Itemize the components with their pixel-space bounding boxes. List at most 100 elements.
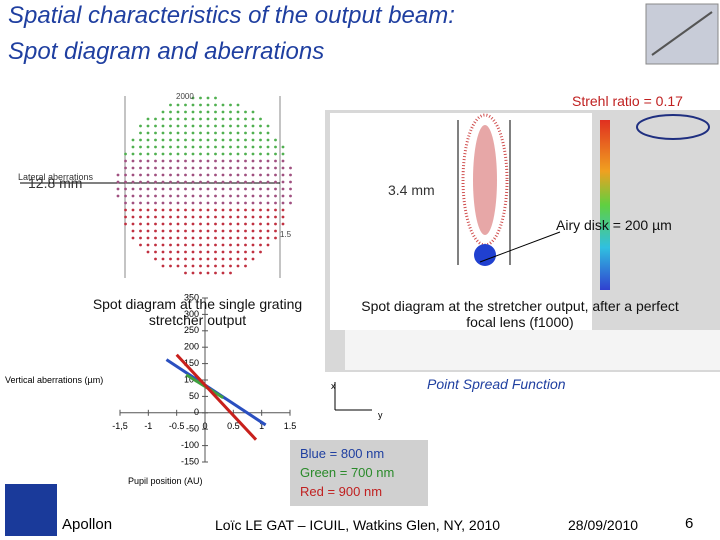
x-tick-label: 1 bbox=[259, 421, 264, 431]
spot-dot bbox=[244, 152, 247, 156]
spot-dot bbox=[236, 138, 240, 142]
spot-dot bbox=[214, 110, 217, 114]
spot-dot bbox=[214, 117, 217, 121]
spot-dot bbox=[206, 215, 210, 219]
spot-dot bbox=[229, 187, 232, 191]
spot-dot bbox=[191, 250, 195, 254]
title-line: Spot diagram and aberrations bbox=[8, 38, 325, 65]
spot-dot bbox=[221, 173, 225, 177]
spot-dot bbox=[266, 187, 270, 191]
spot-dot bbox=[206, 201, 210, 205]
spot-dot bbox=[236, 145, 240, 149]
spot-dot bbox=[191, 180, 195, 184]
spot-dot bbox=[184, 159, 187, 163]
spot-dot bbox=[259, 166, 262, 170]
spot-dot bbox=[236, 264, 240, 268]
spot-dot bbox=[221, 187, 225, 191]
spot-plot-lower bbox=[330, 270, 592, 330]
screenshot-footer bbox=[345, 330, 720, 370]
spot-dot bbox=[244, 194, 247, 198]
spot-dot bbox=[199, 222, 202, 226]
spot-dot bbox=[206, 243, 210, 247]
spot-dot bbox=[206, 110, 210, 114]
spot-dot bbox=[146, 243, 150, 247]
spot-dot bbox=[221, 110, 225, 114]
spot-dot bbox=[176, 215, 180, 219]
spot-dot bbox=[191, 138, 195, 142]
lateral-label: Lateral aberrations bbox=[18, 172, 94, 182]
spot-dot bbox=[169, 201, 172, 205]
spot-dot bbox=[221, 208, 225, 212]
spot-dot bbox=[274, 222, 277, 226]
spot-dot bbox=[139, 152, 142, 156]
spot-dot bbox=[191, 201, 195, 205]
spot-dot bbox=[176, 264, 180, 268]
x-axis-label: Pupil position (AU) bbox=[128, 476, 203, 486]
spot-dot bbox=[221, 152, 225, 156]
spot-dot bbox=[236, 215, 240, 219]
spot-dot bbox=[214, 264, 217, 268]
caption: Spot diagram at the stretcher output, af… bbox=[361, 298, 679, 330]
spot-dot bbox=[199, 243, 202, 247]
spot-dot bbox=[191, 166, 195, 170]
spot-dot bbox=[191, 103, 195, 107]
spot-dot bbox=[184, 131, 187, 135]
spot-dot bbox=[214, 138, 217, 142]
spot-dot bbox=[251, 215, 255, 219]
spot-dot bbox=[229, 264, 232, 268]
spot-dot bbox=[176, 236, 180, 240]
spot-dot bbox=[236, 166, 240, 170]
spot-dot bbox=[229, 257, 232, 261]
spot-dot bbox=[199, 117, 202, 121]
spot-dot bbox=[176, 124, 180, 128]
spot-dot bbox=[221, 201, 225, 205]
spot-dot bbox=[124, 194, 127, 198]
spot-dot bbox=[236, 236, 240, 240]
spot-dot bbox=[131, 152, 135, 156]
spot-dot bbox=[236, 117, 240, 121]
spot-dot bbox=[161, 159, 165, 163]
spot-dot bbox=[169, 264, 172, 268]
spot-dot bbox=[184, 103, 187, 107]
spot-dot bbox=[154, 124, 157, 128]
spot-dot bbox=[244, 222, 247, 226]
spot-dot bbox=[266, 201, 270, 205]
spot-dot bbox=[229, 229, 232, 233]
spot-dot bbox=[206, 257, 210, 261]
spot-dot bbox=[266, 138, 270, 142]
spot-dot bbox=[244, 159, 247, 163]
spot-dot bbox=[169, 117, 172, 121]
spot-dot bbox=[184, 173, 187, 177]
spot-dot bbox=[214, 201, 217, 205]
spot-dot bbox=[139, 215, 142, 219]
spot-dot bbox=[229, 138, 232, 142]
spot-dot bbox=[176, 131, 180, 135]
spot-dot bbox=[199, 138, 202, 142]
spot-dot bbox=[191, 194, 195, 198]
spot-dot bbox=[161, 194, 165, 198]
title-line: Spatial characteristics of the output be… bbox=[8, 2, 455, 29]
spot-dot bbox=[139, 180, 142, 184]
spot-dot bbox=[169, 180, 172, 184]
spot-dot bbox=[184, 271, 187, 275]
spot-dot bbox=[244, 110, 247, 114]
spot-dot bbox=[274, 201, 277, 205]
spot-dot bbox=[214, 215, 217, 219]
airy-pointer bbox=[479, 231, 561, 263]
y-tick-label: -100 bbox=[181, 440, 199, 450]
spot-dot bbox=[184, 166, 187, 170]
spot-dot bbox=[199, 201, 202, 205]
spot-dot bbox=[161, 166, 165, 170]
spot-dot bbox=[169, 187, 172, 191]
spot-dot bbox=[184, 215, 187, 219]
spot-dot bbox=[206, 96, 210, 100]
spot-dot bbox=[274, 208, 277, 212]
spot-dot bbox=[161, 124, 165, 128]
spot-dot bbox=[259, 152, 262, 156]
spot-dot bbox=[139, 159, 142, 163]
spot-dot bbox=[214, 250, 217, 254]
spot-dot bbox=[131, 145, 135, 149]
spot-dot bbox=[221, 243, 225, 247]
spot-dot bbox=[251, 110, 255, 114]
spot-dot bbox=[236, 131, 240, 135]
